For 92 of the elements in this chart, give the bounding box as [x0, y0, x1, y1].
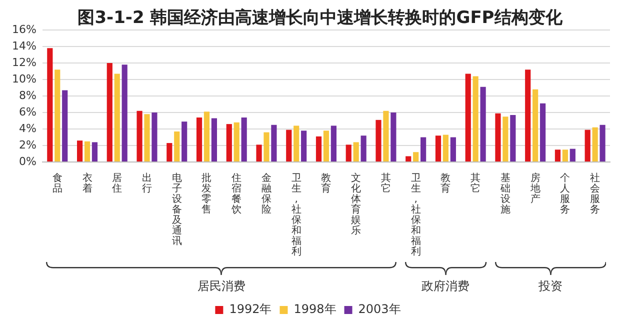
- bar: [442, 134, 449, 162]
- bar: [144, 114, 150, 162]
- x-tick-label: 卫生,社保和福利: [291, 172, 302, 258]
- y-tick-label: 2%: [18, 138, 36, 152]
- x-tick-label: 基础设施: [499, 172, 510, 216]
- bar: [92, 142, 98, 162]
- bar: [502, 116, 508, 162]
- bar: [413, 152, 419, 162]
- bar: [84, 141, 90, 162]
- y-tick-label: 8%: [18, 88, 36, 102]
- bar: [525, 70, 531, 162]
- bar: [256, 144, 262, 162]
- bar: [540, 103, 546, 162]
- bar: [122, 64, 128, 162]
- bar: [562, 150, 568, 162]
- x-tick-label: 社会服务: [590, 172, 600, 216]
- bar: [204, 112, 210, 162]
- bar: [226, 124, 232, 162]
- bar: [592, 127, 598, 162]
- bar: [182, 122, 188, 162]
- y-tick-label: 14%: [12, 39, 36, 52]
- bar: [211, 118, 218, 162]
- bar: [465, 74, 471, 162]
- x-tick-label: 教育: [321, 172, 332, 194]
- bar: [136, 110, 142, 162]
- text: 政府消费: [422, 279, 470, 294]
- bar: [346, 144, 352, 162]
- bar: [472, 76, 478, 162]
- text: 投资: [537, 279, 562, 294]
- bar: [383, 110, 389, 162]
- bar: [47, 48, 53, 162]
- bar: [152, 112, 158, 162]
- legend-label: 2003年: [358, 302, 401, 316]
- bar: [554, 150, 561, 162]
- bar: [241, 117, 247, 162]
- y-tick-label: 4%: [18, 122, 36, 135]
- x-tick-label: 电子设备及通讯: [172, 172, 182, 247]
- bar: [532, 89, 538, 162]
- x-tick-label: 教育: [440, 172, 451, 194]
- x-tick-label: 房地产: [529, 172, 540, 205]
- bar: [510, 114, 516, 162]
- bar: [480, 86, 486, 162]
- x-tick-label: 其它: [470, 172, 481, 194]
- bar: [301, 130, 307, 162]
- bar: [234, 122, 240, 162]
- bar: [406, 156, 412, 162]
- text: 居民消费: [198, 279, 246, 294]
- bar: [271, 124, 277, 162]
- x-tick-label: 其它: [380, 172, 391, 194]
- y-tick-label: 16%: [12, 22, 36, 36]
- bar: [54, 70, 60, 162]
- bar: [174, 131, 180, 162]
- y-tick-label: 6%: [18, 105, 36, 118]
- bar: [360, 136, 366, 162]
- x-tick-label: 批发零售: [202, 172, 212, 216]
- y-tick-label: 0%: [18, 154, 36, 168]
- bar: [435, 136, 442, 162]
- x-tick-label: 出行: [142, 172, 152, 194]
- x-tick-label: 个人服务: [560, 172, 570, 216]
- bar: [294, 126, 300, 162]
- bar: [264, 132, 270, 162]
- bar: [495, 113, 501, 162]
- bar: [106, 63, 112, 162]
- bar: [330, 126, 336, 162]
- bar: [323, 130, 330, 162]
- bar: [286, 130, 292, 162]
- bar: [390, 112, 396, 162]
- x-tick-label: 居住: [112, 172, 122, 194]
- bar: [166, 143, 172, 162]
- legend-label: 1992年: [229, 302, 272, 316]
- bar: [376, 120, 382, 162]
- x-tick-label: 食品: [52, 172, 62, 194]
- bar: [353, 142, 359, 162]
- chart-title: 图3-1-2 韩国经济由高速增长向中速增长转换时的GFP结构变化: [78, 8, 562, 28]
- bar: [600, 124, 606, 162]
- x-tick-label: 文化体育娱乐: [351, 172, 362, 236]
- x-tick-label: 金融保险: [261, 172, 272, 216]
- bar: [420, 137, 426, 162]
- y-tick-label: 10%: [12, 72, 36, 86]
- bar: [316, 136, 322, 162]
- bar: [450, 137, 456, 162]
- bar: [76, 140, 83, 162]
- x-tick-label: 住宿餐饮: [230, 172, 242, 216]
- bar: [584, 130, 590, 162]
- x-tick-label: 卫生,社保和福利: [410, 172, 421, 258]
- bar: [570, 148, 576, 162]
- legend-label: 1998年: [294, 302, 336, 316]
- bar: [196, 117, 202, 162]
- x-tick-label: 衣着: [82, 172, 92, 194]
- y-tick-label: 12%: [12, 56, 36, 69]
- bar: [62, 90, 68, 162]
- bar: [114, 74, 120, 162]
